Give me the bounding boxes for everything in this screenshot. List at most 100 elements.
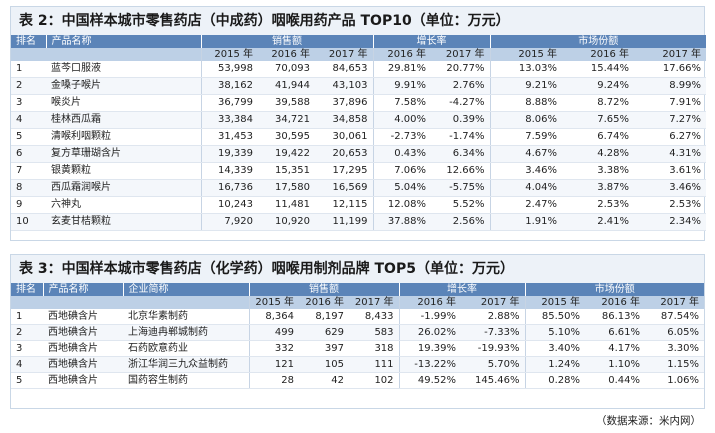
- rank-cell: 1: [11, 61, 46, 78]
- sales-cell: 332: [248, 340, 299, 357]
- share-cell: 2.53%: [562, 196, 635, 214]
- table-row: 1 蓝芩口服液 53,998 70,093 84,653 29.81% 20.7…: [11, 61, 707, 78]
- rank-cell: 3: [11, 94, 46, 112]
- sales-cell: 30,061: [315, 128, 374, 146]
- sales-cell: 583: [349, 324, 400, 341]
- rank-cell: 4: [11, 111, 46, 129]
- rank-cell: 6: [11, 145, 46, 163]
- share-cell: 8.72%: [562, 94, 635, 112]
- sales-cell: 14,339: [200, 162, 258, 180]
- th-sales: 销售额: [248, 283, 400, 296]
- rank-cell: 2: [11, 77, 46, 95]
- table3-panel: 表 3：中国样本城市零售药店（化学药）咽喉用制剂品牌 TOP5（单位：万元） 排…: [10, 254, 705, 409]
- share-cell: 6.74%: [562, 128, 635, 146]
- rank-cell: 3: [11, 340, 43, 357]
- th-growth-year: 2017 年: [431, 48, 491, 61]
- sales-cell: 16,736: [200, 179, 258, 197]
- sales-cell: 33,384: [200, 111, 258, 129]
- growth-cell: 0.39%: [431, 111, 491, 129]
- sales-cell: 20,653: [315, 145, 374, 163]
- share-cell: 1.10%: [585, 356, 646, 373]
- th-share: 市场份额: [489, 35, 707, 48]
- rank-cell: 2: [11, 324, 43, 341]
- rank-cell: 8: [11, 179, 46, 197]
- table-row: 4 桂林西瓜霜 33,384 34,721 34,858 4.00% 0.39%…: [11, 111, 707, 129]
- th-share-year: 2017 年: [645, 296, 705, 309]
- th-share: 市场份额: [524, 283, 705, 296]
- th-share-year: 2016 年: [585, 296, 646, 309]
- growth-cell: -5.75%: [431, 179, 491, 197]
- share-cell: 4.17%: [585, 340, 646, 357]
- sales-cell: 19,339: [200, 145, 258, 163]
- rank-cell: 1: [11, 309, 43, 325]
- share-cell: 7.65%: [562, 111, 635, 129]
- sales-cell: 16,569: [315, 179, 374, 197]
- share-cell: 2.53%: [634, 196, 707, 214]
- growth-cell: -2.73%: [372, 128, 432, 146]
- company-cell: 北京华素制药: [123, 309, 249, 325]
- share-cell: 15.44%: [562, 61, 635, 78]
- share-cell: 86.13%: [585, 309, 646, 325]
- rank-cell: 5: [11, 128, 46, 146]
- product-cell: 西地碘含片: [43, 324, 123, 341]
- product-cell: 六神丸: [46, 196, 201, 214]
- share-cell: 5.10%: [524, 324, 586, 341]
- table-row: 10 玄麦甘桔颗粒 7,920 10,920 11,199 37.88% 2.5…: [11, 213, 707, 231]
- th-sales-year: 2016 年: [299, 296, 349, 309]
- share-cell: 1.06%: [645, 372, 705, 389]
- sales-cell: 8,364: [248, 309, 299, 325]
- table-row: 3 喉炎片 36,799 39,588 37,896 7.58% -4.27% …: [11, 94, 707, 112]
- growth-cell: 9.91%: [372, 77, 432, 95]
- share-cell: 3.61%: [634, 162, 707, 180]
- rank-cell: 9: [11, 196, 46, 214]
- growth-cell: -19.93%: [461, 340, 526, 357]
- th-company: 企业简称: [122, 283, 249, 296]
- share-cell: 0.28%: [524, 372, 586, 389]
- table-row: 1 西地碘含片 北京华素制药 8,364 8,197 8,433 -1.99% …: [11, 309, 705, 325]
- share-cell: 4.28%: [562, 145, 635, 163]
- rank-cell: 4: [11, 356, 43, 373]
- sales-cell: 111: [349, 356, 400, 373]
- rank-cell: 5: [11, 372, 43, 389]
- th-sales-year: 2015 年: [248, 296, 299, 309]
- growth-cell: 2.88%: [461, 309, 526, 325]
- rank-cell: 7: [11, 162, 46, 180]
- th-sales-year: 2017 年: [315, 48, 374, 61]
- product-cell: 西瓜霜润喉片: [46, 179, 201, 197]
- growth-cell: 2.76%: [431, 77, 491, 95]
- share-cell: 3.46%: [634, 179, 707, 197]
- share-cell: 8.88%: [489, 94, 563, 112]
- th-product: 产品名称: [45, 35, 201, 48]
- growth-cell: 19.39%: [398, 340, 462, 357]
- share-cell: 1.15%: [645, 356, 705, 373]
- share-cell: 87.54%: [645, 309, 705, 325]
- growth-cell: 145.46%: [461, 372, 526, 389]
- growth-cell: 7.58%: [372, 94, 432, 112]
- share-cell: 6.61%: [585, 324, 646, 341]
- product-cell: 西地碘含片: [43, 372, 123, 389]
- sales-cell: 17,580: [258, 179, 315, 197]
- sales-cell: 70,093: [258, 61, 315, 78]
- share-cell: 0.44%: [585, 372, 646, 389]
- share-cell: 85.50%: [524, 309, 586, 325]
- th-growth-year: 2016 年: [372, 48, 432, 61]
- share-cell: 17.66%: [634, 61, 707, 78]
- sales-cell: 10,920: [258, 213, 315, 231]
- th-growth: 增长率: [372, 35, 491, 48]
- th-share-year: 2015 年: [489, 48, 563, 61]
- sales-cell: 121: [248, 356, 299, 373]
- share-cell: 4.04%: [489, 179, 563, 197]
- share-cell: 3.87%: [562, 179, 635, 197]
- sales-cell: 43,103: [315, 77, 374, 95]
- growth-cell: 49.52%: [398, 372, 462, 389]
- table-row: 2 金嗓子喉片 38,162 41,944 43,103 9.91% 2.76%…: [11, 77, 707, 95]
- th-sales-year: 2016 年: [258, 48, 315, 61]
- growth-cell: 20.77%: [431, 61, 491, 78]
- sales-cell: 34,721: [258, 111, 315, 129]
- sales-cell: 7,920: [200, 213, 258, 231]
- th-sales-year: 2017 年: [349, 296, 400, 309]
- growth-cell: 0.43%: [372, 145, 432, 163]
- table-row: 7 银黄颗粒 14,339 15,351 17,295 7.06% 12.66%…: [11, 162, 707, 180]
- table-row: 3 西地碘含片 石药欧意药业 332 397 318 19.39% -19.93…: [11, 340, 705, 357]
- data-source-note: （数据来源：米内网）: [596, 415, 701, 427]
